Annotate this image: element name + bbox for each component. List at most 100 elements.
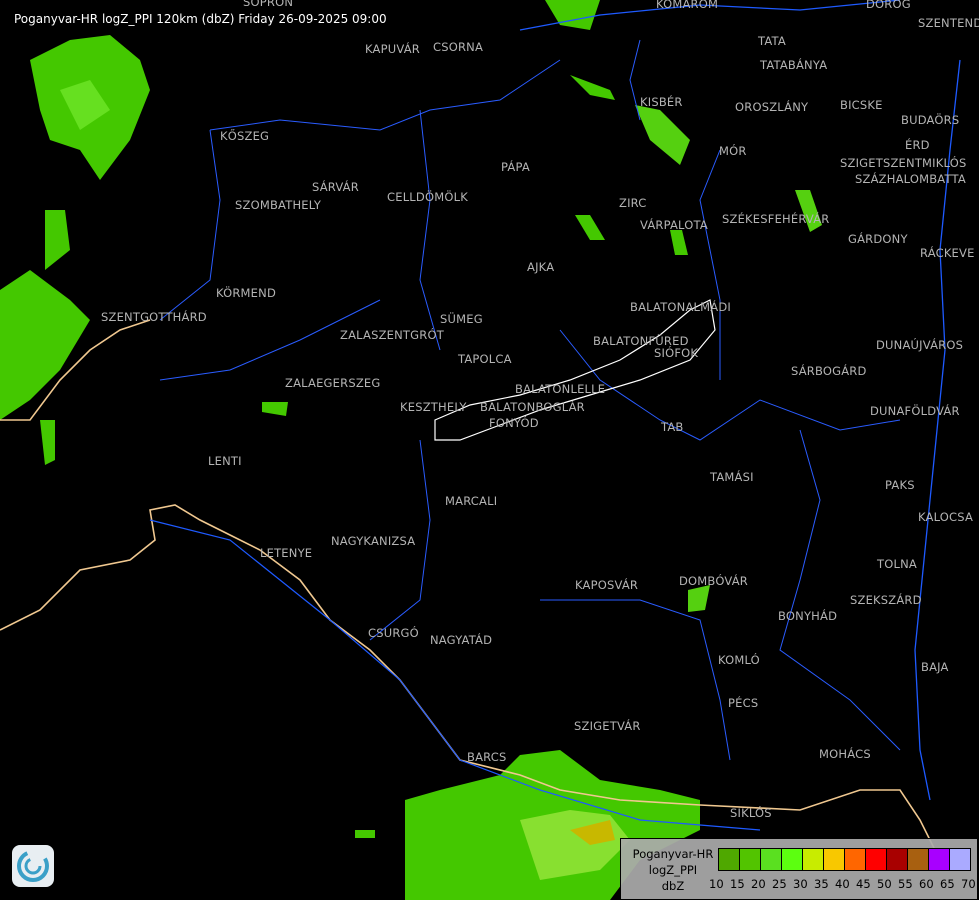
echo	[635, 105, 690, 165]
city-label: SÁRVÁR	[312, 180, 359, 194]
city-label: PÁPA	[501, 160, 530, 174]
echo	[795, 190, 822, 232]
city-label: CSURGÓ	[368, 626, 419, 640]
city-label: SZIGETSZENTMIKLÓS	[840, 156, 967, 170]
city-label: BALATONFÜRED	[593, 334, 689, 348]
legend-unit: dbZ	[661, 879, 685, 893]
scale-tick: 45	[856, 877, 871, 891]
radar-service-logo-icon	[12, 845, 54, 887]
county-line	[159, 39, 901, 761]
city-label: SZÁZHALOMBATTA	[855, 172, 966, 186]
city-label: OROSZLÁNY	[735, 100, 809, 114]
color-swatch	[887, 849, 908, 870]
city-label: ÉRD	[905, 138, 930, 152]
city-label: KOMÁROM	[656, 0, 719, 11]
city-label: KAPUVÁR	[365, 42, 420, 56]
city-label: MARCALI	[445, 494, 498, 508]
city-label: RÁCKEVE	[920, 246, 975, 260]
city-label: SÜMEG	[440, 312, 483, 326]
city-label: KOMLÓ	[718, 653, 760, 667]
city-label: AJKA	[527, 260, 555, 274]
city-label: TATA	[758, 34, 786, 48]
city-label: SIÓFOK	[654, 346, 699, 360]
color-swatch	[950, 849, 970, 870]
city-label: TAPOLCA	[458, 352, 512, 366]
city-label: LETENYE	[260, 546, 313, 560]
city-label: FONYÓD	[489, 416, 539, 430]
city-label: ZIRC	[619, 196, 647, 210]
echo	[0, 270, 90, 420]
country-border	[0, 319, 151, 421]
legend-product: logZ_PPI	[648, 863, 698, 877]
city-label: GÁRDONY	[848, 232, 908, 246]
echo	[60, 80, 110, 130]
city-label: DOROG	[866, 0, 911, 11]
city-label: SZENTENDRE	[918, 16, 979, 30]
city-label: KESZTHELY	[400, 400, 467, 414]
scale-tick: 55	[898, 877, 913, 891]
city-label: BAJA	[921, 660, 949, 674]
scale-tick: 10	[709, 877, 724, 891]
city-label: BICSKE	[840, 98, 883, 112]
map-title: Poganyvar-HR logZ_PPI 120km (dbZ) Friday…	[14, 12, 387, 26]
scale-tick: 50	[877, 877, 892, 891]
scale-tick: 40	[835, 877, 850, 891]
river-drava	[149, 519, 761, 831]
city-label: TOLNA	[877, 557, 917, 571]
city-label: DOMBÓVÁR	[679, 574, 748, 588]
scale-tick: 35	[814, 877, 829, 891]
city-label: BONYHÁD	[778, 609, 838, 623]
city-label: SOPRON	[243, 0, 294, 9]
city-label: KÖRMEND	[216, 286, 277, 300]
city-label: KŐSZEG	[220, 129, 270, 143]
scale-tick: 20	[751, 877, 766, 891]
city-label: BALATONALMÁDI	[630, 300, 731, 314]
color-swatch	[719, 849, 740, 870]
city-label: SZIGETVÁR	[574, 719, 641, 733]
city-label: KALOCSA	[918, 510, 974, 524]
color-swatch	[845, 849, 866, 870]
color-swatch	[782, 849, 803, 870]
city-label: KAPOSVÁR	[575, 578, 639, 592]
city-label: VÁRPALOTA	[640, 218, 708, 232]
color-swatch	[908, 849, 929, 870]
echo	[575, 215, 605, 240]
echo	[670, 230, 688, 255]
city-label: SIKLÓS	[730, 806, 772, 820]
color-swatch	[740, 849, 761, 870]
city-label: NAGYKANIZSA	[331, 534, 416, 548]
scale-tick: 25	[772, 877, 787, 891]
city-label: MOHÁCS	[819, 747, 871, 761]
river-danube	[519, 0, 961, 801]
legend: Poganyvar-HR logZ_PPI dbZ 10 15 20 25 30 35 40…	[620, 838, 978, 900]
scale-tick: 65	[940, 877, 955, 891]
city-label: TAB	[661, 420, 684, 434]
country-border	[0, 504, 941, 861]
city-label: NAGYATÁD	[430, 633, 493, 647]
scale-tick: 15	[730, 877, 745, 891]
city-label: TAMÁSI	[710, 470, 754, 484]
city-label: BARCS	[467, 750, 507, 764]
scale-ticks: 10 15 20 25 30 35 40 45 50 55 60 65 70	[709, 877, 979, 893]
city-label: BALATONLELLE	[515, 382, 606, 396]
city-label: CSORNA	[433, 40, 484, 54]
city-label: KISBÉR	[640, 95, 683, 109]
echo	[40, 420, 55, 465]
color-swatch	[929, 849, 950, 870]
city-label: PAKS	[885, 478, 915, 492]
scale-tick: 30	[793, 877, 808, 891]
city-label: BUDAÖRS	[901, 113, 960, 127]
city-label: SZOMBATHELY	[235, 198, 322, 212]
scale-tick: 60	[919, 877, 934, 891]
city-label: ZALASZENTGRÓT	[340, 328, 444, 342]
color-scale	[718, 848, 971, 871]
city-label: DUNAFÖLDVÁR	[870, 404, 960, 418]
color-swatch	[824, 849, 845, 870]
scale-tick: 70	[961, 877, 976, 891]
echo	[570, 75, 615, 100]
city-label: DUNAÚJVÁROS	[876, 338, 964, 352]
color-swatch	[803, 849, 824, 870]
echo	[688, 585, 710, 612]
